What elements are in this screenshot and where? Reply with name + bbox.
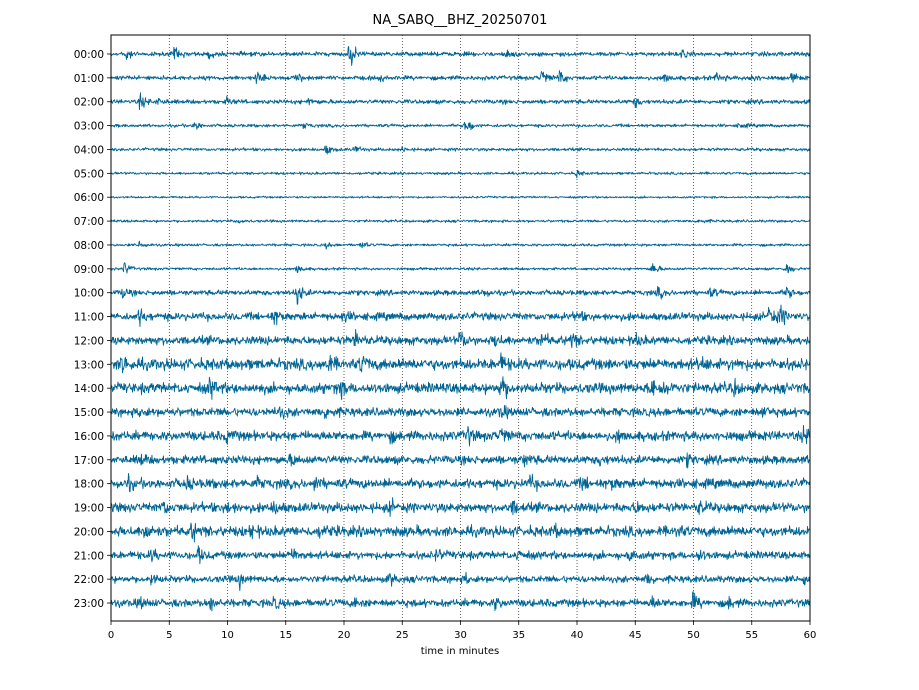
chart-title: NA_SABQ__BHZ_20250701 xyxy=(373,13,548,28)
y-tick-label: 11:00 xyxy=(74,312,104,324)
trace-0300 xyxy=(110,121,811,131)
trace-0500 xyxy=(110,169,811,179)
x-tick-label-15: 15 xyxy=(279,630,292,641)
trace-0100 xyxy=(110,70,811,85)
trace-0200 xyxy=(110,92,811,111)
trace-2200 xyxy=(110,571,811,592)
x-tick-label-30: 30 xyxy=(454,630,467,641)
x-tick-label-5: 5 xyxy=(166,630,172,641)
trace-2300 xyxy=(110,591,811,612)
trace-1300 xyxy=(110,352,811,374)
x-tick-label-20: 20 xyxy=(338,630,351,641)
x-tick-label-25: 25 xyxy=(396,630,409,641)
y-tick-label: 16:00 xyxy=(74,431,104,443)
y-tick-label: 05:00 xyxy=(74,168,104,180)
trace-0900 xyxy=(110,262,811,274)
traces xyxy=(110,45,811,612)
y-tick-label: 20:00 xyxy=(74,526,104,538)
trace-0400 xyxy=(110,145,811,155)
trace-2100 xyxy=(110,545,811,565)
y-tick-label: 04:00 xyxy=(74,144,104,156)
y-tick-label: 18:00 xyxy=(74,479,104,491)
y-tick-label: 00:00 xyxy=(74,49,104,61)
x-tick-label-60: 60 xyxy=(804,630,817,641)
x-tick-label-35: 35 xyxy=(512,630,525,641)
plot-frame xyxy=(110,34,811,622)
trace-1700 xyxy=(110,452,811,469)
x-tick-label-40: 40 xyxy=(571,630,584,641)
y-tick-label: 09:00 xyxy=(74,264,104,276)
y-tick-label: 08:00 xyxy=(74,240,104,252)
trace-1800 xyxy=(110,472,811,493)
x-tick-label-45: 45 xyxy=(629,630,642,641)
trace-1400 xyxy=(110,376,811,401)
trace-0000 xyxy=(110,45,811,66)
x-tick-label-10: 10 xyxy=(221,630,234,641)
x-tick-label-0: 0 xyxy=(108,630,114,641)
y-tick-label: 17:00 xyxy=(74,455,104,467)
y-tick-label: 21:00 xyxy=(74,550,104,562)
y-tick-label: 07:00 xyxy=(74,216,104,228)
y-tick-label: 23:00 xyxy=(74,598,104,610)
trace-1000 xyxy=(110,285,811,305)
y-tick-label: 22:00 xyxy=(74,574,104,586)
y-tick-label: 06:00 xyxy=(74,192,104,204)
y-tick-label: 10:00 xyxy=(74,288,104,300)
y-tick-label: 03:00 xyxy=(74,121,104,133)
y-tick-label: 01:00 xyxy=(74,73,104,85)
trace-2000 xyxy=(110,522,811,543)
y-tick-label: 19:00 xyxy=(74,503,104,515)
trace-1200 xyxy=(110,328,811,349)
y-tick-label: 15:00 xyxy=(74,407,104,419)
y-tick-labels: 00:00 01:00 02:00 03:00 04:00 05:00 06:00 07:00… xyxy=(74,49,111,610)
trace-0700 xyxy=(110,218,811,224)
x-tick-label-55: 55 xyxy=(745,630,758,641)
x-tick-label-50: 50 xyxy=(687,630,700,641)
x-ticks: 0 5 10 15 20 25 30 35 40 45 50 55 60 xyxy=(108,621,817,641)
trace-1600 xyxy=(110,424,811,447)
y-tick-label: 02:00 xyxy=(74,97,104,109)
y-tick-label: 12:00 xyxy=(74,335,104,347)
trace-1100 xyxy=(110,304,811,327)
trace-1900 xyxy=(110,497,811,517)
trace-1500 xyxy=(110,404,811,420)
y-tick-label: 13:00 xyxy=(74,359,104,371)
y-tick-label: 14:00 xyxy=(74,383,104,395)
trace-0600 xyxy=(110,195,811,200)
x-axis-title: time in minutes xyxy=(421,646,500,657)
trace-0800 xyxy=(110,240,811,250)
